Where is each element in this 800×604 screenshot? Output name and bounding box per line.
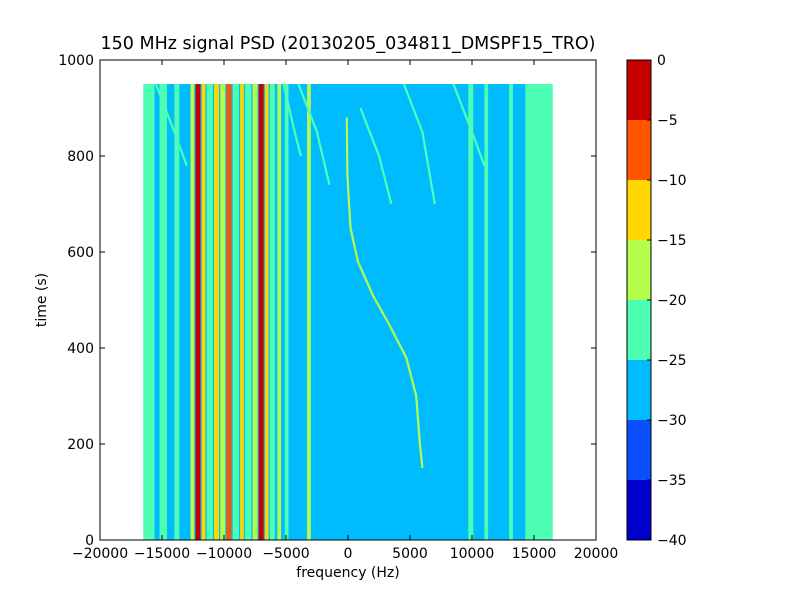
doppler-trace-25: [154, 83, 188, 166]
colorbar-tick-label-6: −30: [657, 413, 687, 429]
heatmap-band-8: [220, 84, 226, 540]
y-tick-label-5: 1000: [58, 53, 94, 69]
colorbar-segment-7: [627, 60, 651, 120]
x-tick-label-5: 5000: [392, 546, 428, 562]
heatmap-band-13: [252, 84, 258, 540]
heatmap-band-1: [159, 84, 167, 540]
colorbar-tick-label-8: −40: [657, 533, 687, 549]
colorbar-segment-6: [627, 120, 651, 180]
heatmap-band-4: [195, 84, 201, 540]
doppler-trace-28: [402, 83, 436, 205]
plot-area: −20000 −15000 −10000 −5000 0 5000 10000 15000 20…: [58, 53, 618, 562]
heatmap-band-14: [258, 84, 264, 540]
heatmap-band-10: [232, 84, 239, 540]
doppler-trace-30: [345, 117, 424, 469]
x-tick-label-2: −10000: [196, 546, 252, 562]
colorbar-segment-2: [627, 360, 651, 420]
heatmap-band-11: [240, 84, 244, 540]
x-tick-label-7: 15000: [512, 546, 557, 562]
x-tick-label-8: 20000: [574, 546, 619, 562]
heatmap-band-7: [214, 84, 220, 540]
heatmap-band-12: [245, 84, 252, 540]
chart-title: 150 MHz signal PSD (20130205_034811_DMSP…: [101, 34, 596, 54]
y-tick-label-2: 400: [67, 341, 94, 357]
heatmap-band-0: [143, 84, 155, 540]
colorbar-segment-4: [627, 240, 651, 300]
doppler-trace-24: [282, 83, 302, 157]
heatmap-layer: [143, 83, 553, 540]
x-tick-label-4: 0: [344, 546, 353, 562]
heatmap-band-22: [509, 84, 513, 540]
colorbar-tick-label-3: −15: [657, 233, 687, 249]
heatmap-band-20: [468, 84, 474, 540]
heatmap-band-16: [269, 84, 275, 540]
heatmap-band-23: [525, 84, 553, 540]
x-axis-label: frequency (Hz): [296, 565, 399, 581]
colorbar-tick-label-0: 0: [657, 53, 666, 69]
heatmap-band-21: [484, 84, 489, 540]
colorbar-tick-label-7: −35: [657, 473, 687, 489]
colorbar-tick-label-5: −25: [657, 353, 687, 369]
colorbar-segment-3: [627, 300, 651, 360]
colorbar-segment-1: [627, 420, 651, 480]
doppler-trace-26: [297, 83, 331, 186]
colorbar-segment-5: [627, 180, 651, 240]
x-tick-label-1: −15000: [134, 546, 190, 562]
heatmap-band-17: [277, 84, 282, 540]
heatmap-band-3: [190, 84, 195, 540]
colorbar-segment-0: [627, 480, 651, 540]
colorbar: 0 −5 −10 −15 −20 −25 −30 −35 −40: [626, 53, 687, 549]
x-tick-label-3: −5000: [262, 546, 309, 562]
heatmap-band-15: [264, 84, 269, 540]
doppler-trace-29: [452, 83, 486, 166]
y-tick-label-4: 800: [67, 149, 94, 165]
heatmap-band-2: [174, 84, 180, 540]
heatmap-band-18: [284, 84, 289, 540]
colorbar-tick-label-2: −10: [657, 173, 687, 189]
y-tick-label-1: 200: [67, 437, 94, 453]
axis-ticks: −20000 −15000 −10000 −5000 0 5000 10000 15000 20…: [58, 53, 618, 562]
y-axis-label: time (s): [34, 273, 50, 327]
colorbar-tick-label-1: −5: [657, 113, 678, 129]
heatmap-band-9: [226, 84, 232, 540]
x-tick-label-6: 10000: [450, 546, 495, 562]
y-tick-label-0: 0: [85, 533, 94, 549]
heatmap-band-5: [201, 84, 206, 540]
heatmap-band-19: [307, 84, 311, 540]
x-tick-label-0: −20000: [72, 546, 128, 562]
y-tick-label-3: 600: [67, 245, 94, 261]
colorbar-tick-label-4: −20: [657, 293, 687, 309]
doppler-trace-27: [359, 107, 393, 205]
heatmap-band-6: [206, 84, 213, 540]
